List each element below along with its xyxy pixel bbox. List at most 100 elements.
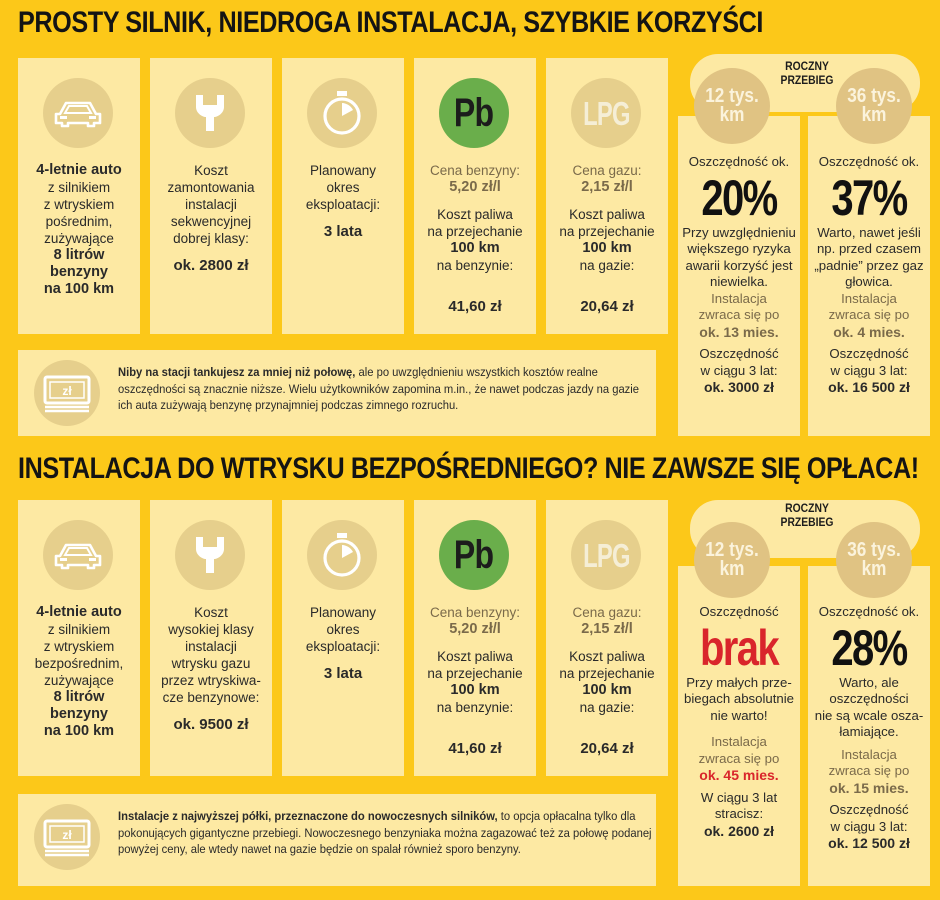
period-value: 3 lata	[323, 223, 363, 240]
desc-line: nie warto!	[710, 707, 768, 723]
install-cost-value: ok. 9500 zł	[173, 716, 249, 733]
savings-intro: Oszczędność ok.	[818, 604, 920, 619]
panel-12k: Oszczędność ok. 20% Przy uwzględnieniu w…	[678, 116, 800, 436]
payback-line: Instalacja	[841, 746, 897, 762]
savings-line: Oszczędność	[829, 346, 909, 361]
note-rest: to opcja opłacalna tylko dla pokonującyc…	[118, 809, 652, 856]
payback-value: ok. 15 mies.	[829, 779, 909, 796]
desc-line: Przy małych prze-	[686, 674, 792, 690]
petrol-line: na przejechanie	[427, 666, 523, 681]
km-badge-unit: km	[861, 558, 887, 580]
desc-line: oszczędności	[829, 691, 909, 706]
km-badge-12k: 12 tys. km	[694, 522, 770, 598]
lpg-line: Koszt paliwa	[569, 649, 645, 664]
desc-line: nie są wcale osza-	[814, 707, 924, 723]
car-age: 4-letnie auto	[36, 604, 122, 620]
payback-line: zwraca się po	[828, 307, 910, 322]
desc-line: Warto, nawet jeśli	[817, 224, 921, 240]
wrench-icon	[175, 520, 245, 590]
km-badge-36k: 36 tys. km	[836, 68, 912, 144]
card-petrol: Pb Cena benzyny: 5,20 zł/l Koszt paliwa …	[414, 58, 536, 334]
note-strong: Instalacje z najwyższej półki, przeznacz…	[118, 809, 498, 823]
payback-value: ok. 13 mies.	[699, 323, 779, 340]
km-badge-value: 12 tys.	[705, 539, 759, 561]
install-line: sekwencyjnej	[170, 214, 252, 229]
desc-line: większego ryzyka	[687, 241, 791, 256]
petrol-badge-icon: Pb	[439, 520, 509, 590]
savings-line: w ciągu 3 lat:	[700, 362, 778, 378]
savings-percent: 20%	[701, 169, 778, 226]
petrol-line: na przejechanie	[427, 224, 523, 239]
car-line: z silnikiem	[47, 180, 111, 195]
period-line: eksploatacji:	[305, 639, 381, 654]
lpg-cost-value: 20,64 zł	[580, 298, 634, 315]
period-line: okres	[326, 622, 360, 637]
payback-line: zwraca się po	[828, 763, 910, 778]
payback-line: Instalacja	[841, 290, 897, 306]
lpg-distance: 100 km	[582, 240, 632, 256]
lpg-badge-text: LPG	[582, 536, 630, 574]
savings-value: ok. 16 500 zł	[828, 379, 910, 395]
lpg-cost-value: 20,64 zł	[580, 740, 634, 757]
payback-line: Instalacja	[711, 734, 767, 749]
petrol-price-value: 5,20 zł/l	[449, 179, 501, 195]
panel-36k: Oszczędność ok. 28% Warto, ale oszczędno…	[808, 566, 930, 886]
km-badge-value: 12 tys.	[705, 85, 759, 107]
money-icon: zł	[34, 804, 100, 870]
period-line: eksploatacji:	[305, 197, 381, 212]
card-install-cost: Koszt wysokiej klasy instalacji wtrysku …	[150, 500, 272, 776]
lpg-badge-icon: LPG	[571, 520, 641, 590]
car-line: pośrednim,	[45, 214, 113, 229]
mileage-label-line: ROCZNY	[785, 61, 829, 73]
desc-line: Przy uwzględnieniu	[682, 224, 796, 240]
lpg-price-value: 2,15 zł/l	[581, 179, 633, 195]
desc-line: np. przed czasem	[816, 241, 922, 256]
km-badge-unit: km	[719, 558, 745, 580]
payback-line: Instalacja	[711, 290, 767, 306]
note-box: zł Niby na stacji tankujesz za mniej niż…	[18, 350, 656, 436]
car-line: zużywające	[44, 673, 114, 688]
period-line: okres	[326, 180, 360, 195]
car-line: zużywające	[44, 231, 114, 246]
install-line: wtrysku gazu	[171, 656, 251, 671]
wrench-icon	[175, 78, 245, 148]
car-line: z wtryskiem	[43, 197, 115, 212]
install-line: Koszt	[194, 605, 228, 620]
savings-line: Oszczędność	[699, 346, 779, 361]
panel-12k: Oszczędność brak Przy małych prze- biega…	[678, 566, 800, 886]
car-age: 4-letnie auto	[36, 162, 122, 178]
desc-line: biegach absolutnie	[684, 691, 794, 706]
car-icon	[43, 78, 113, 148]
petrol-price-label: Cena benzyny:	[429, 163, 521, 178]
km-badge-unit: km	[719, 104, 745, 126]
card-car: 4-letnie auto z silnikiem z wtryskiem be…	[18, 500, 140, 776]
car-consumption: 8 litrów	[53, 247, 105, 263]
car-consumption: 8 litrów	[53, 689, 105, 705]
payback-value: ok. 4 mies.	[833, 323, 905, 340]
payback-line: zwraca się po	[698, 750, 780, 766]
install-line: wysokiej klasy	[168, 622, 254, 637]
km-badge-unit: km	[861, 104, 887, 126]
note-strong: Niby na stacji tankujesz za mniej niż po…	[118, 365, 356, 379]
install-line: Koszt	[194, 163, 228, 178]
install-line: instalacji	[185, 197, 237, 212]
petrol-line: Koszt paliwa	[437, 649, 513, 664]
savings-percent: 37%	[831, 169, 908, 226]
km-badge-36k: 36 tys. km	[836, 522, 912, 598]
savings-percent: 28%	[831, 619, 908, 676]
lpg-badge-icon: LPG	[571, 78, 641, 148]
install-cost-value: ok. 2800 zł	[173, 257, 249, 274]
petrol-distance: 100 km	[450, 240, 500, 256]
mileage-label-line: PRZEBIEG	[780, 517, 834, 529]
petrol-price-value: 5,20 zł/l	[449, 621, 501, 637]
petrol-cost-value: 41,60 zł	[448, 740, 502, 757]
install-line: instalacji	[185, 639, 237, 654]
card-petrol: Pb Cena benzyny: 5,20 zł/l Koszt paliwa …	[414, 500, 536, 776]
note-rest: ale po uwzględnieniu wszystkich kosztów …	[118, 365, 640, 412]
lpg-line: Koszt paliwa	[569, 207, 645, 222]
desc-line: głowica.	[845, 274, 893, 289]
note-box: zł Instalacje z najwyższej półki, przezn…	[18, 794, 656, 886]
card-period: Planowany okres eksploatacji: 3 lata	[282, 500, 404, 776]
desc-line: niewielka.	[710, 274, 768, 289]
section-heading: PROSTY SILNIK, NIEDROGA INSTALACJA, SZYB…	[18, 6, 763, 39]
